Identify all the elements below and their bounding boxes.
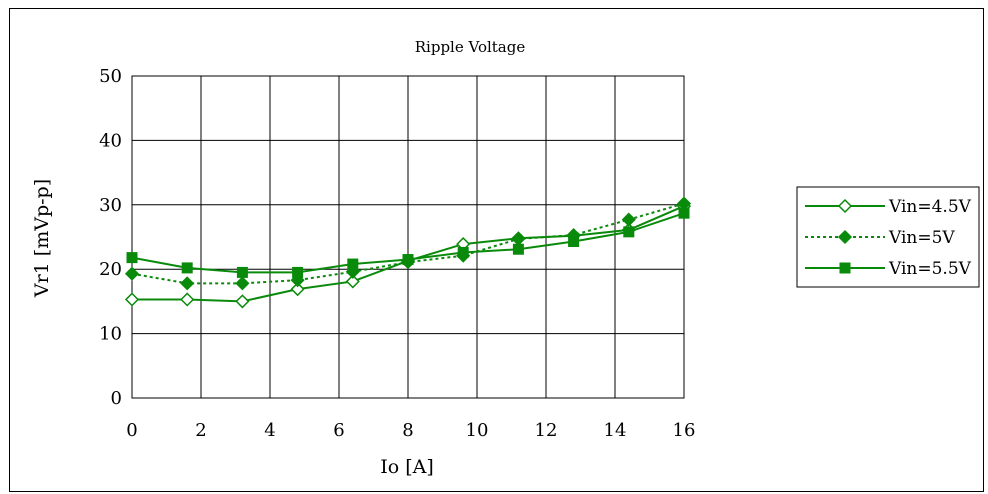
chart-title: Ripple Voltage	[415, 38, 526, 56]
x-tick-label: 6	[333, 420, 344, 441]
x-tick-label: 8	[402, 420, 413, 441]
legend-marker	[837, 198, 853, 214]
series-group	[124, 196, 692, 309]
legend-marker	[839, 262, 851, 274]
legend-item: Vin=4.5V	[805, 197, 972, 217]
data-point	[236, 266, 248, 278]
data-point	[345, 274, 360, 289]
x-tick-label: 0	[126, 420, 137, 441]
legend: Vin=4.5V Vin=5V Vin=5.5V	[796, 186, 980, 288]
y-tick-label: 50	[99, 66, 122, 87]
y-tick-label: 30	[99, 195, 122, 216]
data-point	[623, 226, 635, 238]
data-point	[126, 252, 138, 264]
x-tick-label: 2	[195, 420, 206, 441]
data-point	[124, 292, 140, 307]
legend-label: Vin=5V	[888, 228, 955, 248]
data-point	[180, 292, 195, 307]
x-axis-label: Io [A]	[380, 456, 434, 478]
data-point	[402, 254, 414, 266]
legend-item: Vin=5.5V	[805, 259, 972, 279]
data-point	[235, 276, 250, 291]
data-point	[180, 276, 195, 291]
y-tick-label: 0	[111, 388, 122, 409]
data-point	[290, 282, 305, 297]
y-tick-label: 20	[99, 259, 122, 280]
data-point	[181, 262, 193, 274]
data-point	[124, 266, 140, 281]
data-point	[457, 246, 469, 258]
legend-label: Vin=4.5V	[888, 197, 972, 217]
y-tick-label: 10	[99, 324, 122, 345]
series-3	[126, 207, 690, 278]
data-point	[621, 212, 636, 227]
x-axis-ticks: 0 2 4 6 8 10 12 14 16	[126, 420, 695, 441]
data-point	[512, 243, 524, 255]
x-tick-label: 4	[264, 420, 275, 441]
x-tick-label: 12	[535, 420, 558, 441]
y-tick-label: 40	[99, 130, 122, 151]
legend-marker	[837, 229, 853, 245]
x-tick-label: 10	[466, 420, 489, 441]
x-tick-label: 16	[673, 420, 696, 441]
grid-lines	[132, 76, 684, 398]
data-point	[568, 236, 580, 248]
legend-item: Vin=5V	[805, 228, 955, 248]
data-point	[292, 266, 304, 278]
legend-box	[796, 186, 980, 288]
data-point	[678, 207, 690, 219]
data-point	[235, 294, 250, 309]
y-axis-ticks: 0 10 20 30 40 50	[99, 66, 122, 409]
y-axis-label: Vr1 [mVp-p]	[31, 179, 53, 298]
x-tick-label: 14	[604, 420, 627, 441]
data-point	[347, 258, 359, 270]
legend-label: Vin=5.5V	[888, 259, 972, 279]
